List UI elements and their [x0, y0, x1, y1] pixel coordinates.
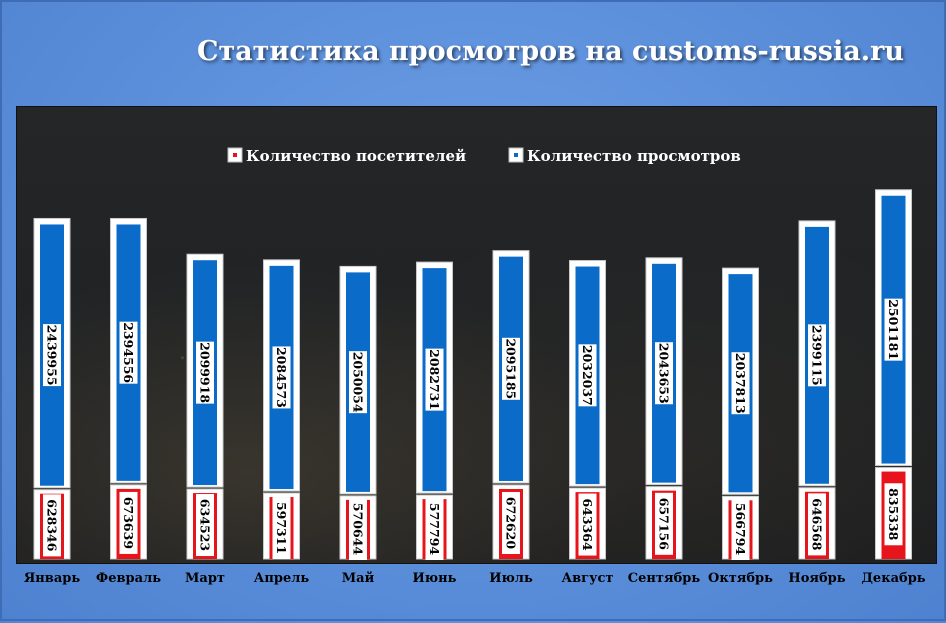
- data-label-views-box: [196, 341, 214, 404]
- data-label-views: 2099918: [198, 342, 213, 403]
- data-label-views-box: [272, 346, 291, 409]
- data-label-visitors: 628346: [45, 499, 60, 551]
- data-label-views-box: [425, 348, 444, 411]
- data-label-views: 2439955: [45, 325, 60, 386]
- data-label-visitors-box: [808, 493, 826, 556]
- legend-label: Количество просмотров: [527, 147, 741, 165]
- data-label-views: 2501181: [886, 299, 901, 360]
- x-tick-label: Февраль: [96, 571, 161, 586]
- data-label-visitors: 657156: [657, 498, 672, 550]
- data-label-visitors: 577794: [427, 503, 442, 555]
- data-label-views-box: [119, 321, 138, 384]
- x-tick-label: Декабрь: [861, 571, 925, 586]
- data-label-views: 2084573: [274, 347, 289, 408]
- x-tick-label: Май: [342, 571, 375, 586]
- data-label-visitors-box: [655, 492, 673, 555]
- data-label-visitors: 835338: [886, 488, 901, 540]
- legend-swatch: [514, 153, 518, 157]
- x-tick-label: Август: [562, 571, 614, 586]
- data-label-views-box: [502, 337, 520, 400]
- data-label-visitors-box: [884, 483, 903, 546]
- data-label-visitors: 672620: [504, 497, 519, 549]
- x-tick-label: Март: [185, 571, 225, 586]
- data-label-visitors: 597311: [274, 502, 289, 554]
- data-label-visitors-box: [578, 493, 597, 556]
- data-label-visitors-box: [349, 498, 367, 560]
- data-label-visitors: 634523: [198, 499, 213, 551]
- x-tick-label: Ноябрь: [788, 571, 845, 586]
- x-tick-label: Июль: [489, 571, 533, 586]
- plot-area: [16, 106, 937, 564]
- chart-title: Статистика просмотров на customs-russia.…: [196, 36, 904, 67]
- data-label-visitors-box: [502, 491, 520, 554]
- data-label-views-box: [349, 351, 367, 414]
- data-label-visitors-box: [43, 494, 61, 557]
- legend-swatch: [233, 153, 237, 157]
- data-label-views-box: [655, 342, 673, 405]
- data-label-views: 2050054: [351, 352, 366, 413]
- data-label-views-box: [808, 324, 826, 387]
- data-label-views: 2032037: [580, 345, 595, 406]
- x-tick-label: Сентябрь: [628, 571, 701, 586]
- data-label-visitors: 673639: [121, 497, 136, 549]
- data-label-views: 2043653: [657, 343, 672, 404]
- data-label-views: 2394556: [121, 322, 136, 383]
- legend-label: Количество посетителей: [246, 147, 466, 165]
- data-label-visitors-box: [272, 497, 291, 560]
- data-label-visitors-box: [119, 491, 138, 554]
- data-label-views: 2095185: [504, 338, 519, 399]
- x-tick-label: Октябрь: [708, 571, 773, 586]
- data-label-visitors: 566794: [733, 503, 748, 555]
- data-label-visitors: 646568: [810, 498, 825, 550]
- data-label-views: 2399115: [810, 325, 825, 386]
- data-label-views-box: [884, 298, 903, 361]
- data-label-views-box: [43, 324, 61, 387]
- data-label-views-box: [731, 352, 750, 415]
- data-label-views: 2037813: [733, 353, 748, 414]
- data-label-views: 2082731: [427, 349, 442, 410]
- data-label-visitors: 643364: [580, 498, 595, 550]
- x-tick-label: Январь: [24, 571, 81, 586]
- data-label-visitors: 570644: [351, 503, 366, 555]
- data-label-visitors-box: [425, 498, 444, 560]
- data-label-views-box: [578, 344, 597, 407]
- x-tick-label: Июнь: [413, 571, 457, 586]
- data-label-visitors-box: [196, 494, 214, 557]
- data-label-visitors-box: [731, 498, 750, 560]
- x-tick-label: Апрель: [254, 571, 310, 586]
